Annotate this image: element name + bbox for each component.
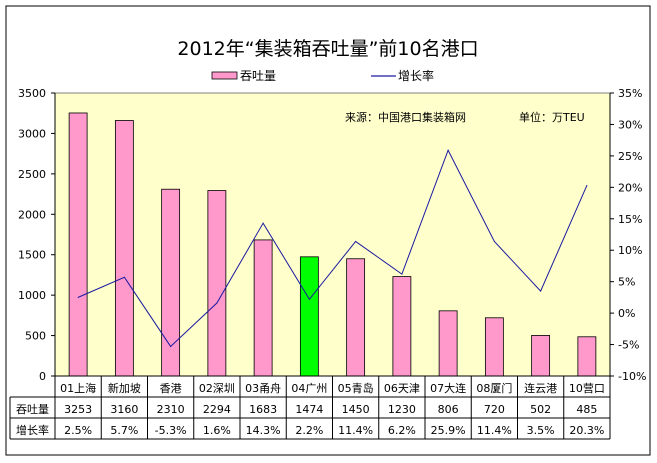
bar — [253, 239, 273, 377]
growth-point — [401, 273, 403, 275]
plot-area — [54, 92, 611, 377]
table-cell-throughput: 1450 — [342, 403, 370, 416]
category-label: 02深圳 — [199, 382, 235, 395]
legend-bar-label: 吞吐量 — [240, 69, 276, 83]
table-cell-throughput: 1474 — [295, 403, 323, 416]
bar — [207, 190, 227, 377]
growth-line — [77, 148, 588, 348]
bar — [531, 335, 551, 377]
table-cell-throughput: 720 — [484, 403, 505, 416]
category-label: 10营口 — [569, 381, 605, 395]
y-left-tick-label: 0 — [39, 370, 46, 383]
growth-point — [77, 296, 79, 298]
y-right-tick-label: -5% — [618, 339, 639, 352]
growth-point — [216, 302, 218, 304]
legend-bar-swatch — [211, 71, 238, 80]
growth-point — [123, 276, 125, 278]
table-cell-throughput: 502 — [530, 403, 551, 416]
category-label: 04广州 — [291, 382, 327, 395]
y-right-tick-label: 15% — [618, 213, 642, 226]
growth-point — [170, 345, 172, 347]
y-left-tick-label: 500 — [25, 330, 46, 343]
growth-point — [540, 290, 542, 292]
bar — [577, 336, 597, 377]
table-row-label-growth: 增长率 — [16, 423, 49, 437]
y-left-tick-label: 2000 — [18, 208, 46, 221]
y-left-tick-label: 2500 — [18, 168, 46, 181]
table-cell-growth: 11.4% — [477, 424, 512, 437]
source-note: 来源：中国港口集装箱网 — [345, 110, 466, 124]
table-cell-throughput: 806 — [438, 403, 459, 416]
table-cell-growth: 14.3% — [246, 424, 281, 437]
table-cell-growth: 20.3% — [569, 424, 604, 437]
y-left-tick-label: 3500 — [18, 87, 46, 100]
table-cell-throughput: 2294 — [203, 403, 231, 416]
category-label: 06天津 — [384, 382, 420, 395]
y-left-tick-label: 1000 — [18, 289, 46, 302]
growth-point — [447, 149, 449, 151]
bar — [114, 120, 134, 377]
unit-note: 单位：万TEU — [519, 110, 585, 124]
category-label: 香港 — [160, 382, 182, 395]
y-left-tick-label: 3000 — [18, 127, 46, 140]
bar — [346, 258, 366, 377]
table-cell-growth: 6.2% — [388, 424, 416, 437]
y-right-tick-label: -10% — [618, 370, 646, 383]
growth-point — [355, 240, 357, 242]
table-row-label-throughput: 吞吐量 — [16, 403, 49, 416]
growth-point — [586, 184, 588, 186]
table-cell-growth: -5.3% — [155, 424, 187, 437]
category-label: 01上海 — [60, 381, 96, 395]
bar — [438, 310, 458, 377]
chart-title: 2012年“集装箱吞吐量”前10名港口 — [177, 38, 478, 60]
y-left-tick-label: 1500 — [18, 249, 46, 262]
growth-point — [262, 222, 264, 224]
table-cell-growth: 2.5% — [64, 424, 92, 437]
table-cell-throughput: 1683 — [249, 403, 277, 416]
y-right-tick-label: 5% — [618, 276, 635, 289]
bar — [161, 188, 181, 377]
category-label: 05青岛 — [338, 381, 374, 395]
y-right-tick-label: 35% — [618, 87, 642, 100]
table-cell-growth: 5.7% — [110, 424, 138, 437]
category-label: 新加坡 — [108, 381, 141, 395]
y-right-tick-label: 20% — [618, 181, 642, 194]
bar — [392, 276, 412, 377]
growth-point — [493, 240, 495, 242]
table-cell-growth: 25.9% — [431, 424, 466, 437]
table-cell-throughput: 2310 — [157, 403, 185, 416]
bar — [484, 317, 504, 377]
category-label: 连云港 — [524, 382, 557, 395]
y-right-tick-label: 10% — [618, 244, 642, 257]
table-cell-throughput: 1230 — [388, 403, 416, 416]
category-label: 07大连 — [430, 381, 466, 395]
y-right-tick-label: 30% — [618, 118, 642, 131]
table-cell-throughput: 3253 — [64, 403, 92, 416]
category-label: 08厦门 — [476, 381, 512, 395]
category-label: 03甬舟 — [245, 381, 281, 395]
table-cell-throughput: 3160 — [110, 403, 138, 416]
table-cell-throughput: 485 — [576, 403, 597, 416]
table-cell-growth: 11.4% — [338, 424, 373, 437]
y-right-tick-label: 0% — [618, 307, 635, 320]
bar — [68, 112, 88, 377]
table-cell-growth: 1.6% — [203, 424, 231, 437]
y-right-tick-label: 25% — [618, 150, 642, 163]
growth-point — [308, 298, 310, 300]
bar — [299, 256, 319, 377]
table-cell-growth: 3.5% — [527, 424, 555, 437]
table-cell-growth: 2.2% — [295, 424, 323, 437]
legend-line-label: 增长率 — [398, 68, 434, 83]
